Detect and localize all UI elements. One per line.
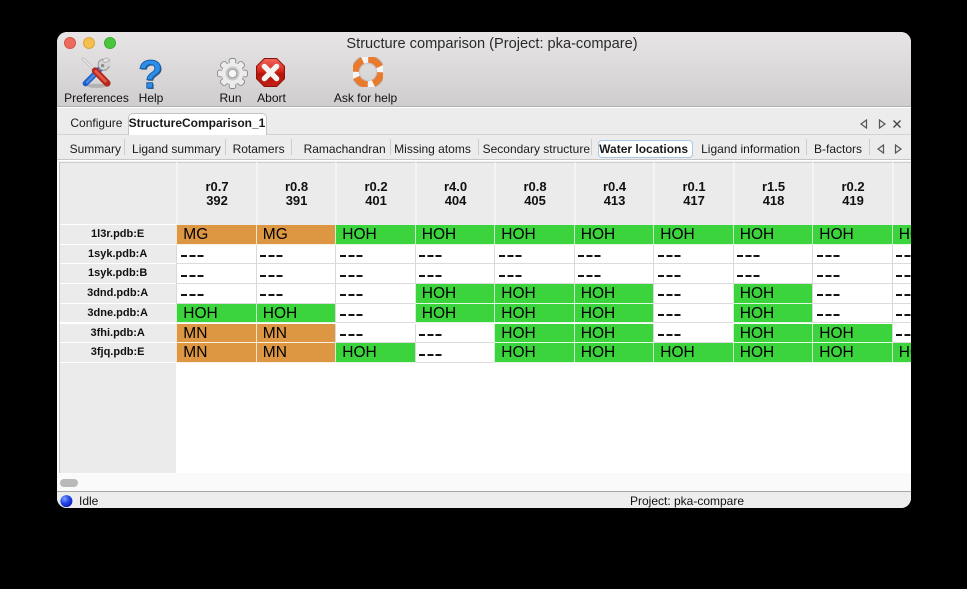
svg-text:?: ? [138,58,162,92]
svg-text:?: ? [139,58,163,92]
